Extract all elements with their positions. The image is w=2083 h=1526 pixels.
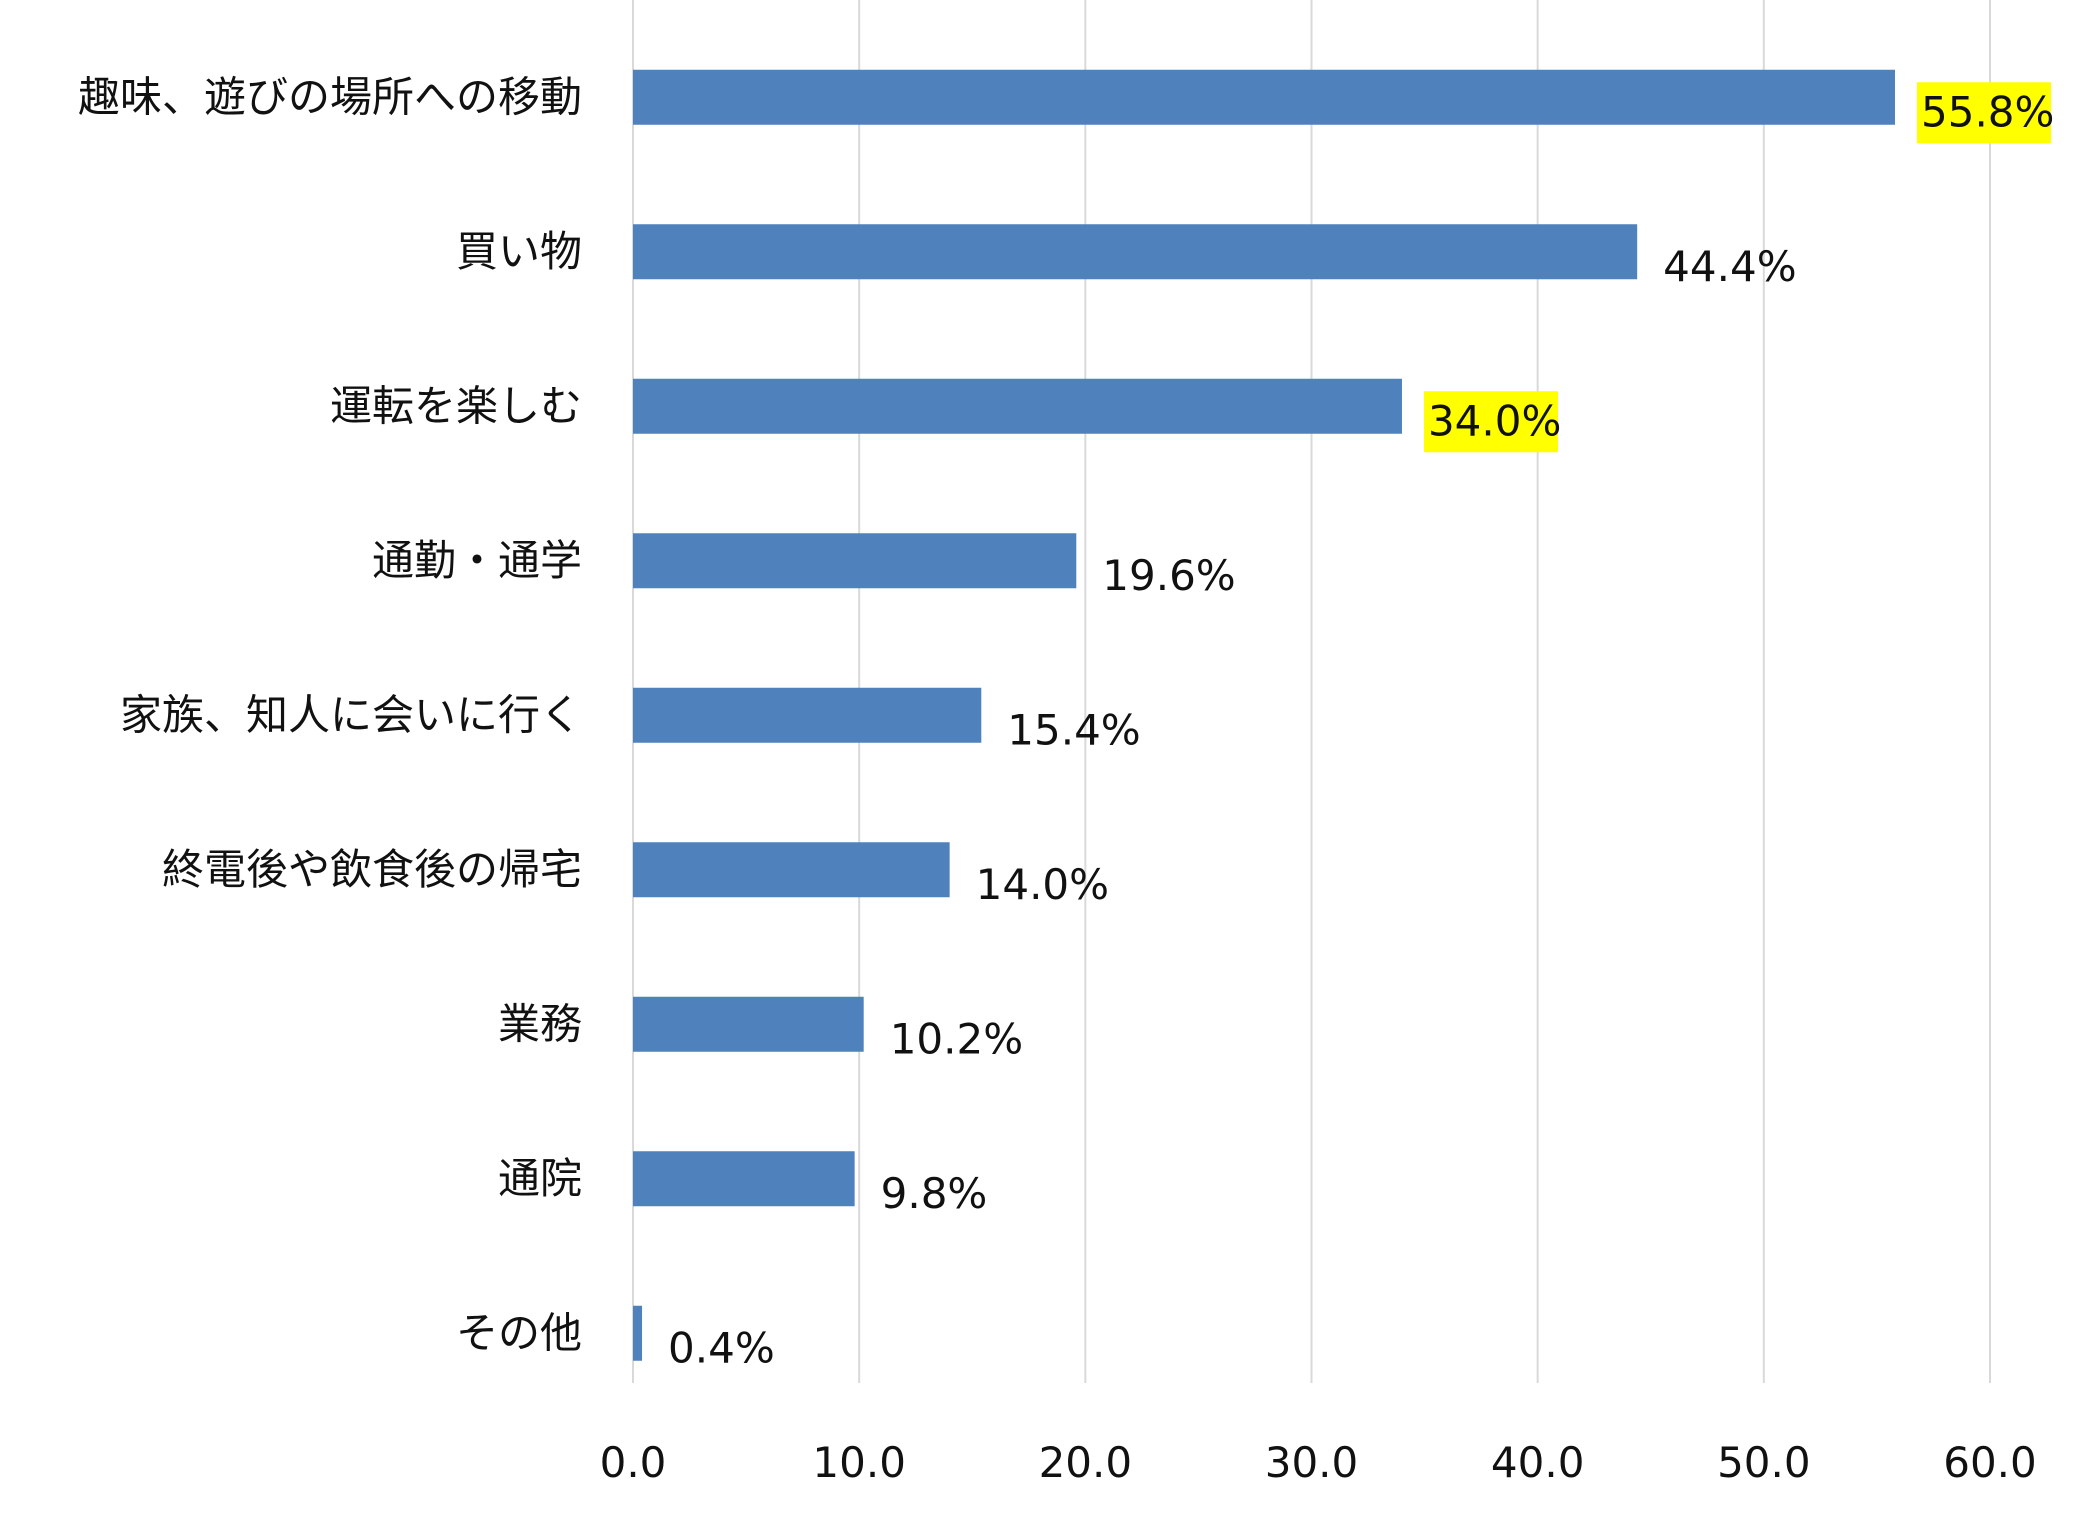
data-label: 10.2% (890, 1014, 1023, 1063)
category-label: 運転を楽しむ (330, 381, 582, 430)
data-label: 44.4% (1663, 242, 1796, 291)
data-label: 55.8% (1921, 87, 2054, 136)
x-tick-label: 30.0 (1265, 1438, 1359, 1487)
data-labels: 55.8% 44.4% 34.0% 19.6% 15.4% 14.0% 10.2% 9.8% 0… (668, 82, 2054, 1372)
category-label: 趣味、遊びの場所への移動 (78, 72, 582, 121)
category-labels: 趣味、遊びの場所への移動買い物運転を楽しむ通勤・通学家族、知人に会いに行く終電後… (78, 72, 582, 1357)
x-tick-label: 50.0 (1717, 1438, 1811, 1487)
data-label: 0.4% (668, 1323, 775, 1372)
category-label: 通院 (498, 1154, 582, 1203)
data-label: 9.8% (881, 1169, 988, 1218)
category-label: 業務 (498, 999, 582, 1048)
category-label: その他 (456, 1308, 582, 1357)
data-label-highlight (1423, 391, 1558, 453)
x-tick-label: 0.0 (600, 1438, 667, 1487)
data-label: 19.6% (1102, 551, 1235, 600)
category-label: 終電後や飲食後の帰宅 (162, 845, 582, 894)
x-tick-label: 40.0 (1491, 1438, 1585, 1487)
category-label: 通勤・通学 (372, 536, 582, 585)
data-label: 34.0% (1428, 396, 1561, 445)
data-label: 15.4% (1007, 705, 1140, 754)
data-label: 14.0% (976, 860, 1109, 909)
category-label: 家族、知人に会いに行く (120, 690, 582, 739)
x-tick-label: 60.0 (1943, 1438, 2037, 1487)
bar (633, 69, 1896, 125)
x-axis-ticks: 0.0 10.0 20.0 30.0 40.0 50.0 60.0 (600, 1438, 2037, 1487)
bar (633, 687, 982, 743)
bar (633, 842, 950, 898)
bar (633, 533, 1077, 589)
bars (633, 69, 1896, 1361)
x-tick-label: 20.0 (1039, 1438, 1133, 1487)
bar (633, 996, 864, 1052)
bar (633, 1305, 643, 1361)
x-tick-label: 10.0 (812, 1438, 906, 1487)
category-label: 買い物 (456, 227, 582, 276)
bar (633, 224, 1638, 280)
data-label-highlight (1917, 82, 2052, 144)
bar (633, 1151, 855, 1207)
bar (633, 378, 1402, 434)
